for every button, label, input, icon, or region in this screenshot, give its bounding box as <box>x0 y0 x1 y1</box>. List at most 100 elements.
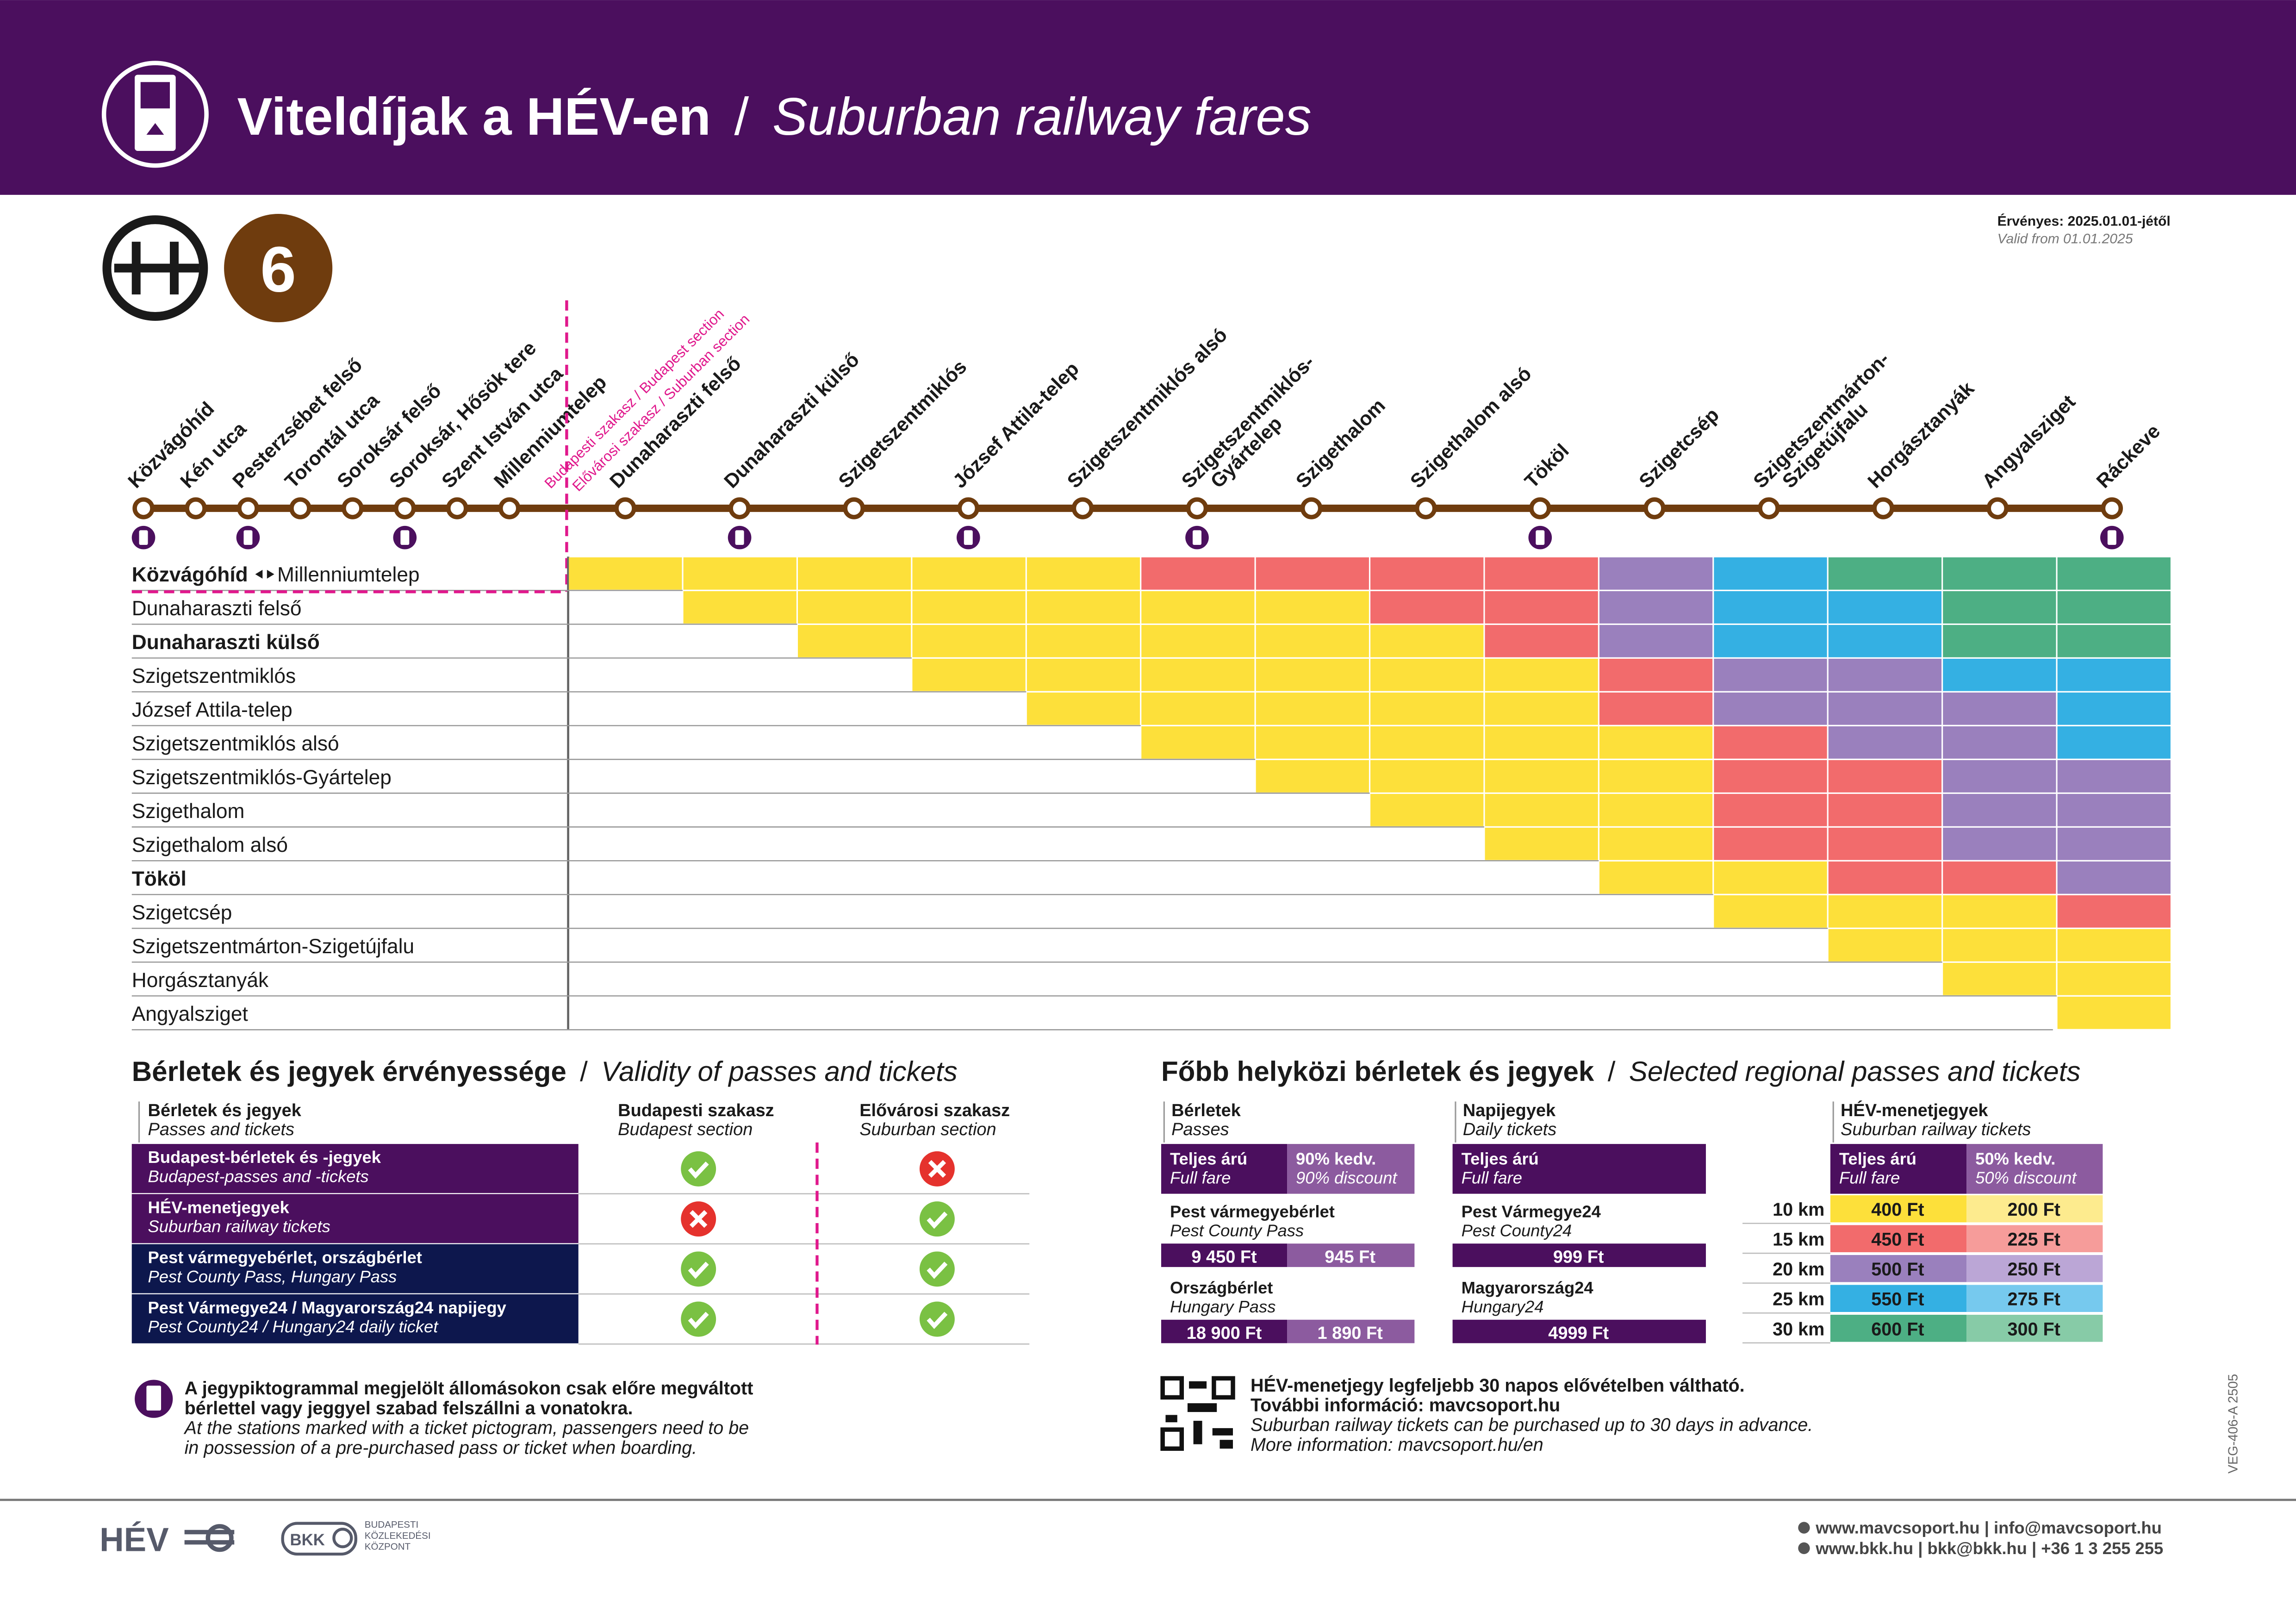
price-discount: 945 Ft <box>1325 1247 1375 1267</box>
info-icon <box>1798 1542 1810 1554</box>
validity-row-bg <box>131 1294 579 1343</box>
cross-mark <box>928 1160 946 1178</box>
check-mark <box>688 1262 709 1279</box>
valid-hu: Érvényes: 2025.01.01-jétől <box>1997 213 2171 229</box>
fare-cell <box>2057 726 2171 759</box>
fare-cell <box>1370 625 1484 657</box>
daily-name-en: Pest County24 <box>1462 1221 1572 1240</box>
fare-cell <box>1485 591 1598 624</box>
validity-name-en: Pest County Pass, Hungary Pass <box>148 1267 397 1286</box>
fare-head: Teljes árú <box>1839 1149 1916 1168</box>
row-label-from: Közvágóhíd <box>132 563 248 586</box>
regional-title-en: Selected regional passes and tickets <box>1629 1056 2081 1087</box>
validity-name: Pest Vármegye24 / Magyarország24 napijeg… <box>148 1298 507 1317</box>
validity-head-bp: Budapesti szakasz <box>618 1101 774 1120</box>
check-mark <box>927 1262 948 1279</box>
validity-title-en: Validity of passes and tickets <box>601 1056 958 1087</box>
validity-name-en: Pest County24 / Hungary24 daily ticket <box>148 1317 439 1336</box>
row-label-from: Horgásztanyák <box>132 969 269 992</box>
row-label-from: József Attila-telep <box>132 699 292 721</box>
row-label: Közvágóhíd Millenniumtelep <box>132 563 420 586</box>
fare-head: 50% kedv. <box>1975 1149 2055 1168</box>
price-bg <box>1452 1243 1706 1267</box>
fare-cell <box>1828 827 1942 860</box>
validity-name-en: Suburban railway tickets <box>148 1217 330 1236</box>
fare-cell <box>1599 726 1713 759</box>
validity-head-bp-en: Budapest section <box>618 1120 753 1139</box>
fare-head: Teljes árú <box>1462 1149 1539 1168</box>
hev-badge <box>102 215 208 321</box>
note-line: bérlettel vagy jeggyel szabad felszállni… <box>185 1398 633 1418</box>
check-mark <box>688 1312 709 1329</box>
station-dot <box>2101 497 2123 519</box>
fare-cell <box>912 591 1026 624</box>
regional-head: Napijegyek <box>1463 1101 1556 1120</box>
validity-row-bg <box>131 1244 579 1293</box>
station-label-line: Angyalsziget <box>1978 391 2080 493</box>
km-label: 10 km <box>1773 1199 1824 1220</box>
station-dot <box>1758 497 1780 519</box>
fare-cell <box>2057 557 2171 590</box>
fare-matrix: Közvágóhíd Millenniumtelep Dunaharaszti fe… <box>131 556 2171 1031</box>
fare-cell <box>683 591 796 624</box>
fare-cell <box>1256 760 1369 793</box>
fare-band-discount <box>1966 1315 2103 1342</box>
ticket-icon-machine <box>964 530 973 545</box>
station-dot <box>1986 497 2009 519</box>
station-label-line: Szigethalom <box>1292 394 1390 493</box>
station-dot <box>957 497 980 519</box>
station-label: Szigethalom <box>1292 394 1390 493</box>
bkk-logo: BKK <box>290 1531 324 1549</box>
regional-head-en: Suburban railway tickets <box>1841 1120 2031 1139</box>
station-dot <box>1300 497 1323 519</box>
fare-cell <box>1599 861 1713 894</box>
fare-cell <box>2057 692 2171 725</box>
fare-cell <box>1599 692 1713 725</box>
row-label-from: Angyalsziget <box>132 1003 248 1025</box>
icon-ring <box>101 61 209 168</box>
station-dot <box>289 497 311 519</box>
price-discount: 275 Ft <box>2008 1289 2060 1310</box>
fare-cell <box>1943 760 2056 793</box>
fare-cell <box>1141 625 1255 657</box>
cross-mark <box>690 1210 708 1228</box>
price-discount: 225 Ft <box>2008 1230 2060 1250</box>
fare-cell <box>1943 962 2056 995</box>
regional-note-en: Suburban railway tickets can be purchase… <box>1251 1415 1818 1455</box>
fare-cell <box>1828 658 1942 691</box>
fare-cell <box>1828 625 1942 657</box>
contact-bkk: www.bkk.hu | bkk@bkk.hu | +36 1 3 255 25… <box>1815 1539 2163 1558</box>
fare-cell <box>2057 827 2171 860</box>
validity-table: Budapest-bérletek és -jegyekBudapest-pas… <box>131 1144 1030 1345</box>
row-label-from: Tököl <box>132 868 187 890</box>
ticket-icon-machine <box>1192 530 1201 545</box>
valid-icon <box>681 1251 716 1287</box>
station-dot <box>1872 497 1894 519</box>
validity-title: Bérletek és jegyek érvényessége / Validi… <box>132 1056 958 1087</box>
fare-band-discount <box>1966 1285 2103 1312</box>
regional-head-en: Passes <box>1171 1120 1229 1139</box>
title-hu: Viteldíjak a HÉV-en <box>237 87 711 146</box>
fare-head-en: 90% discount <box>1296 1168 1398 1187</box>
fare-cell <box>1714 557 1827 590</box>
station-label-line: Szigetcsép <box>1635 404 1724 493</box>
fare-cell <box>1141 557 1255 590</box>
daily-name-en: Hungary24 <box>1462 1297 1544 1316</box>
line-badge <box>224 214 333 323</box>
pass-name-en: Hungary Pass <box>1170 1297 1276 1316</box>
fare-cell <box>1714 827 1827 860</box>
fare-band <box>1830 1285 1967 1312</box>
fare-band <box>1830 1255 1967 1282</box>
validity-separator: / <box>580 1056 588 1087</box>
row-label-from: Szigethalom alsó <box>132 834 288 856</box>
km-label: 15 km <box>1773 1230 1824 1250</box>
validity-title-hu: Bérletek és jegyek érvényessége <box>132 1056 566 1087</box>
regional-title-hu: Főbb helyközi bérletek és jegyek <box>1161 1056 1594 1087</box>
fare-cell <box>1370 726 1484 759</box>
km-label: 30 km <box>1773 1319 1824 1339</box>
pass-name: Országbérlet <box>1170 1278 1273 1297</box>
station-label: Szigethalom alsó <box>1406 362 1536 493</box>
header-icon <box>101 61 209 168</box>
title-en: Suburban railway fares <box>772 87 1312 146</box>
fare-cell <box>798 625 911 657</box>
